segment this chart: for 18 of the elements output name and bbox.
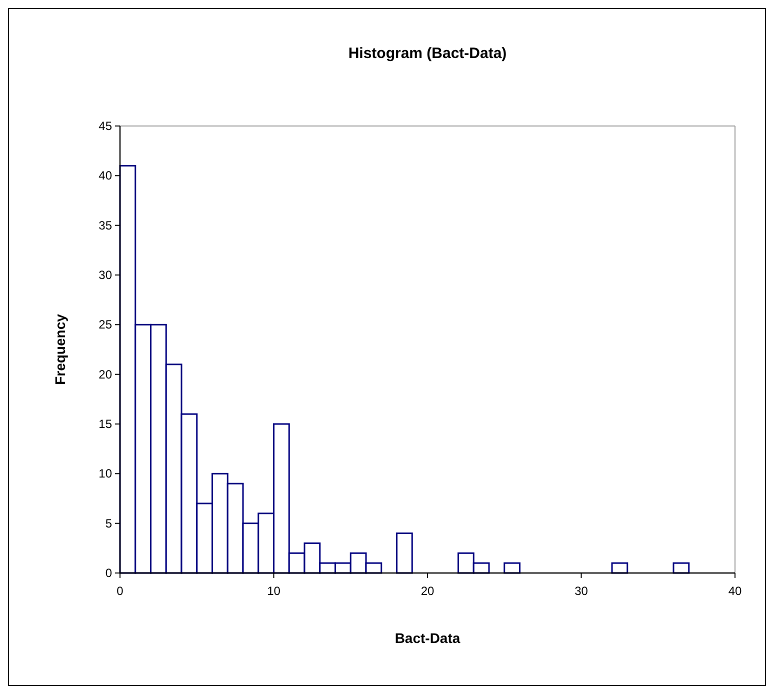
y-tick-label: 5	[105, 516, 112, 530]
x-tick-label: 40	[728, 584, 742, 598]
y-tick-label: 45	[98, 119, 112, 133]
chart-title: Histogram (Bact-Data)	[348, 45, 507, 62]
y-tick-label: 35	[98, 218, 112, 232]
x-tick-label: 0	[116, 584, 124, 598]
x-tick-label: 30	[574, 584, 588, 598]
x-axis-title: Bact-Data	[394, 630, 460, 646]
y-tick-label: 0	[105, 566, 112, 580]
y-tick-label: 40	[98, 168, 112, 183]
y-tick-label: 15	[98, 417, 112, 431]
x-tick-label: 20	[420, 584, 434, 598]
y-tick-label: 10	[98, 466, 112, 481]
y-axis-title: Frequency	[52, 314, 68, 385]
x-tick-label: 10	[267, 584, 281, 598]
y-tick-label: 20	[98, 367, 112, 382]
y-tick-label: 30	[98, 268, 112, 282]
y-tick-label: 25	[98, 318, 112, 332]
